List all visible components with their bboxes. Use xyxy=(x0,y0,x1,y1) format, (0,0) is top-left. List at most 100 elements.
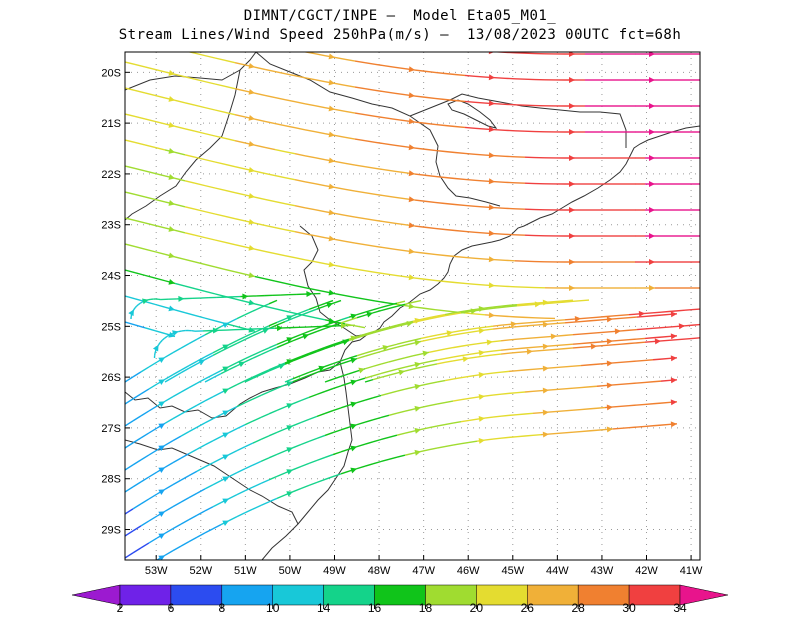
streamline-segment xyxy=(134,219,146,224)
streamline-segment xyxy=(292,336,302,342)
streamline-arrow xyxy=(350,313,357,320)
streamline-arrow xyxy=(168,305,175,312)
streamline-segment xyxy=(532,434,542,437)
streamline-segment xyxy=(414,121,426,124)
streamline-segment xyxy=(234,139,246,144)
streamline-segment xyxy=(388,305,398,310)
streamline-segment xyxy=(556,344,566,347)
streamline-segment xyxy=(444,356,454,360)
streamline-segment xyxy=(276,472,286,477)
streamline-arrow xyxy=(168,70,175,76)
streamline-segment xyxy=(184,102,196,106)
streamline-segment xyxy=(125,269,136,274)
streamline-segment xyxy=(194,52,206,57)
streamline-segment xyxy=(452,345,462,349)
streamline-segment xyxy=(434,149,446,153)
streamline-segment xyxy=(224,163,236,168)
streamline-segment xyxy=(388,434,398,438)
streamline-segment xyxy=(314,105,326,109)
streamline-segment xyxy=(314,53,326,57)
streamline-segment xyxy=(264,120,276,125)
streamline-segment xyxy=(204,377,214,383)
streamline-segment xyxy=(300,371,310,377)
streamline-segment xyxy=(644,403,654,406)
streamline-segment xyxy=(148,427,158,434)
streamline-arrow xyxy=(286,447,293,453)
streamline-segment xyxy=(596,384,606,387)
streamline-segment xyxy=(260,479,270,485)
streamline-segment xyxy=(236,424,246,430)
streamline-arrow xyxy=(158,445,165,451)
colorbar-label: 6 xyxy=(168,601,175,615)
streamline-segment xyxy=(644,340,654,343)
streamline-segment xyxy=(196,488,206,494)
streamline-segment xyxy=(340,360,350,365)
streamline-segment xyxy=(356,314,366,319)
streamline-arrow xyxy=(168,200,175,206)
streamline-segment xyxy=(500,348,510,351)
streamline-arrow xyxy=(350,445,357,452)
streamline-segment xyxy=(308,350,318,356)
streamline-segment xyxy=(414,277,426,280)
lon-tick-label: 43W xyxy=(591,565,614,577)
streamline-segment xyxy=(276,321,286,326)
streamline-segment xyxy=(564,387,574,390)
border-line-6 xyxy=(125,439,299,525)
streamline-segment xyxy=(324,453,334,459)
streamline-segment xyxy=(144,222,156,227)
streamline-segment xyxy=(474,231,486,234)
lon-tick-label: 50W xyxy=(279,565,302,577)
streamline-segment xyxy=(308,330,318,336)
streamline-segment xyxy=(428,315,438,319)
streamline-segment xyxy=(334,212,346,216)
streamline-arrow xyxy=(649,233,655,239)
streamline-segment xyxy=(185,25,195,27)
streamline-segment xyxy=(548,344,558,347)
coastline-path xyxy=(125,125,700,419)
streamline-segment xyxy=(154,120,166,125)
streamline-segment xyxy=(292,487,302,493)
streamline-segment xyxy=(132,525,142,532)
streamline-arrow xyxy=(568,102,575,109)
streamline-segment xyxy=(305,0,315,2)
streamline-segment xyxy=(540,302,550,305)
streamline-segment xyxy=(212,347,222,354)
streamline-segment xyxy=(260,391,270,397)
streamline-segment xyxy=(612,339,622,342)
streamline-arrow xyxy=(542,321,549,328)
streamline-segment xyxy=(264,278,276,282)
streamline-segment xyxy=(612,383,622,386)
streamline-segment xyxy=(500,414,510,417)
streamline-arrow xyxy=(478,327,485,334)
streamline-segment xyxy=(404,408,414,412)
streamline-segment xyxy=(174,256,186,261)
streamline-segment xyxy=(396,300,406,304)
streamline-segment xyxy=(444,378,454,382)
colorbar-label: 8 xyxy=(218,601,225,615)
streamline-segment xyxy=(154,224,166,229)
streamline-segment xyxy=(364,244,376,247)
streamline-segment xyxy=(556,301,566,304)
streamline-segment xyxy=(620,426,630,430)
streamline-segment xyxy=(244,464,254,470)
streamline-arrow xyxy=(168,174,175,180)
streamline-arrow xyxy=(198,359,205,366)
streamline-arrow xyxy=(328,209,335,216)
streamline-segment xyxy=(516,351,526,354)
streamline-segment xyxy=(532,412,542,415)
streamline-segment xyxy=(148,405,158,412)
streamline-segment xyxy=(332,342,342,347)
streamline-segment xyxy=(234,191,246,196)
streamline-segment xyxy=(460,328,470,332)
streamline-segment xyxy=(304,314,316,319)
streamline-segment xyxy=(244,508,254,514)
streamline-segment xyxy=(268,321,278,327)
streamline-segment xyxy=(344,162,356,166)
streamline-arrow xyxy=(408,92,415,99)
streamline-arrow xyxy=(414,339,421,346)
streamline-arrow xyxy=(366,311,373,318)
streamline-segment xyxy=(224,215,236,220)
streamline-segment xyxy=(420,339,430,343)
streamline-segment xyxy=(492,327,502,330)
streamline-arrow xyxy=(350,423,357,430)
